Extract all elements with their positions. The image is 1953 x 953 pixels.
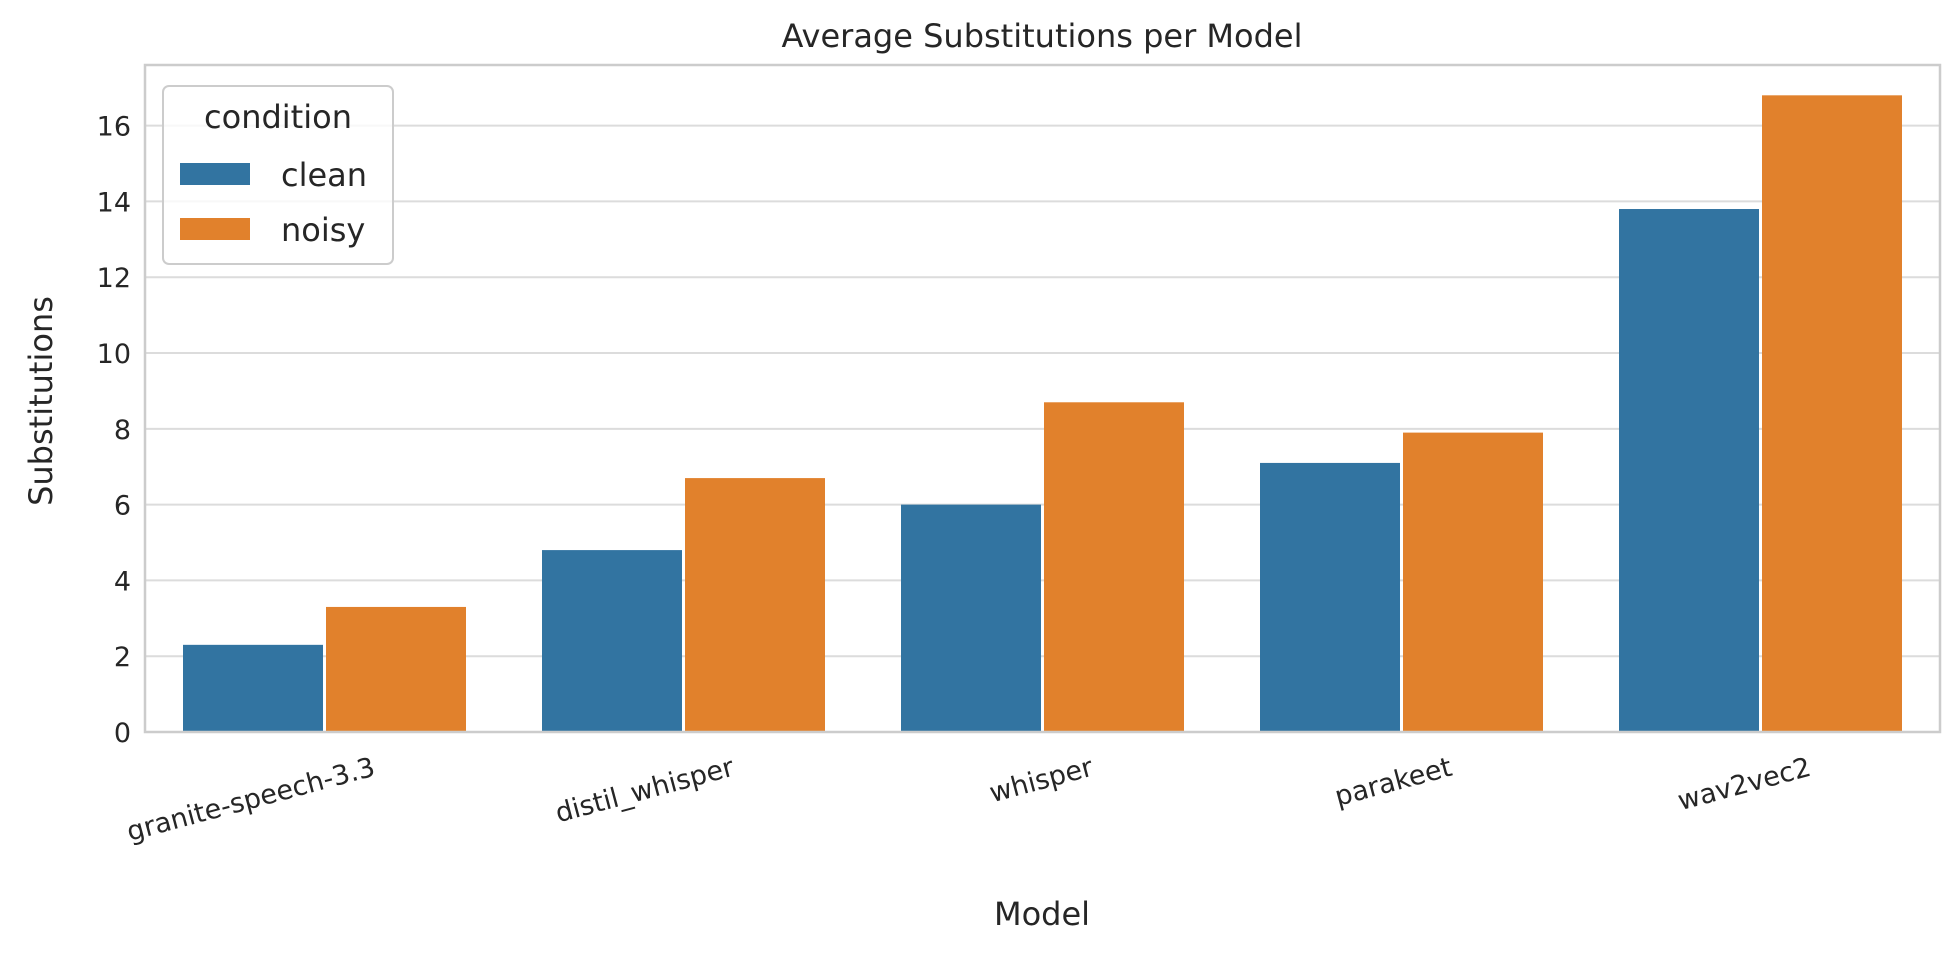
- bar-noisy: [1044, 402, 1184, 732]
- plot-frame: [143, 63, 1942, 734]
- y-axis-label: Substitutions: [22, 296, 60, 506]
- y-tick-label: 12: [97, 263, 131, 294]
- bar-clean: [1260, 462, 1400, 732]
- chart-title: Average Substitutions per Model: [782, 17, 1303, 55]
- legend-label-noisy: noisy: [281, 211, 365, 249]
- y-tick-label: 6: [114, 491, 131, 522]
- bar-noisy: [326, 606, 466, 732]
- bar-noisy: [1403, 432, 1543, 732]
- y-tick-label: 16: [97, 112, 131, 143]
- legend: condition clean noisy: [162, 85, 394, 265]
- bar-clean: [183, 644, 323, 732]
- y-tick-labels: 0 2 4 6 8 10 12 14 16: [97, 112, 131, 749]
- x-axis-label: Model: [994, 895, 1090, 933]
- y-tick-label: 0: [114, 718, 131, 749]
- bar-noisy: [1762, 95, 1902, 733]
- bar-clean: [901, 504, 1041, 732]
- y-tick-label: 4: [114, 566, 131, 597]
- y-tick-label: 2: [114, 642, 131, 673]
- bar-noisy: [685, 478, 825, 732]
- bar-clean: [542, 550, 682, 732]
- legend-swatch-noisy: [180, 218, 250, 240]
- y-tick-label: 14: [97, 187, 131, 218]
- y-tick-label: 10: [97, 339, 131, 370]
- legend-swatch-clean: [180, 163, 250, 185]
- legend-title: condition: [204, 98, 352, 136]
- y-tick-label: 8: [114, 415, 131, 446]
- bar-clean: [1619, 209, 1759, 733]
- bars: [183, 95, 1902, 733]
- legend-label-clean: clean: [281, 156, 367, 194]
